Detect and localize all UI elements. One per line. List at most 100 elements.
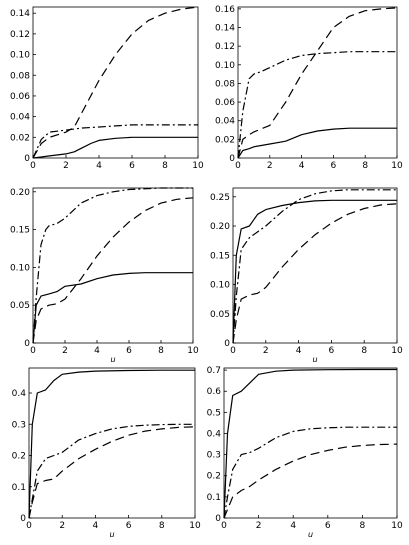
- y-tick-label: 0.2: [12, 452, 26, 462]
- plot-frame: [32, 6, 199, 159]
- y-tick-label: 0.04: [215, 117, 235, 127]
- series-line-dashdot: [223, 426, 397, 519]
- panel-2: 0 2 4 6 8 10 0 0.02 0.04 0.06 0.08 0.10 0.12 0.14 0.16: [215, 5, 403, 171]
- y-tick-label: 0.6: [207, 387, 222, 397]
- y-tick-label: 0.10: [210, 281, 230, 291]
- panel-4: 0 2 4 6 8 10 0 0.05 0.10 0.15 0.20 0.25 u: [210, 187, 403, 364]
- series-line-dashed: [32, 6, 199, 159]
- panel-5: 0 2 4 6 8 10 0 0.1 0.2 0.3 0.4 u: [12, 367, 201, 539]
- x-tick-label: 4: [94, 346, 100, 356]
- y-tick-label: 0.10: [10, 51, 30, 61]
- x-tick-label: 10: [391, 521, 403, 531]
- y-tick-label: 0.10: [215, 61, 235, 71]
- x-axis-label: u: [109, 530, 114, 539]
- x-tick-label: 8: [361, 346, 367, 356]
- y-tick-label: 0: [24, 154, 30, 164]
- x-tick-label: 4: [296, 346, 302, 356]
- x-tick-label: 8: [162, 161, 168, 171]
- series-line-dashdot: [32, 187, 193, 344]
- x-tick-label: 0: [221, 521, 227, 531]
- y-tick-label: 0: [24, 339, 30, 349]
- x-tick-label: 2: [267, 161, 273, 171]
- y-tick-label: 0.04: [10, 113, 30, 123]
- plot-frame: [223, 367, 398, 519]
- y-tick-label: 0.5: [207, 408, 221, 418]
- x-tick-label: 4: [290, 521, 296, 531]
- series-line-dashed: [223, 443, 398, 519]
- x-tick-label: 8: [362, 161, 368, 171]
- x-axis-label: u: [308, 530, 313, 539]
- x-tick-label: 2: [59, 521, 65, 531]
- y-tick-label: 0.05: [210, 310, 230, 320]
- x-tick-label: 0: [230, 346, 236, 356]
- y-tick-label: 0.10: [10, 263, 30, 273]
- x-tick-label: 4: [96, 161, 102, 171]
- series-line-dashed: [28, 426, 196, 519]
- series-line-dashdot: [232, 189, 397, 344]
- plot-frame: [232, 187, 398, 344]
- x-tick-label: 6: [325, 521, 331, 531]
- y-tick-label: 0.15: [210, 251, 230, 261]
- panel-1: 0 2 4 6 8 10 0 0.02 0.04 0.06 0.08 0.10 0.12 0.14: [10, 6, 204, 171]
- y-tick-label: 0: [215, 514, 221, 524]
- x-tick-label: 2: [62, 346, 68, 356]
- y-tick-label: 0: [224, 339, 230, 349]
- x-axis-label: u: [312, 355, 317, 364]
- x-tick-label: 0: [30, 346, 36, 356]
- y-tick-label: 0: [20, 514, 26, 524]
- panel-3: 0 2 4 6 8 10 0 0.05 0.10 0.15 0.20 u: [10, 187, 199, 364]
- x-tick-label: 4: [93, 521, 99, 531]
- y-tick-label: 0.25: [210, 193, 230, 203]
- y-tick-label: 0.1: [207, 493, 221, 503]
- y-tick-label: 0: [229, 154, 235, 164]
- y-tick-label: 0.16: [215, 5, 235, 15]
- x-tick-label: 0: [30, 161, 36, 171]
- x-tick-label: 2: [63, 161, 69, 171]
- y-tick-label: 0.15: [10, 226, 30, 236]
- y-tick-label: 0.3: [207, 451, 221, 461]
- series-line-dashed: [237, 7, 398, 159]
- series-line-solid: [232, 199, 397, 344]
- x-tick-label: 8: [159, 521, 165, 531]
- x-tick-label: 10: [391, 346, 403, 356]
- y-tick-label: 0.20: [210, 222, 230, 232]
- x-tick-label: 10: [189, 521, 201, 531]
- x-tick-label: 10: [391, 161, 403, 171]
- series-line-solid: [32, 272, 193, 344]
- x-tick-label: 2: [263, 346, 269, 356]
- x-axis-label: u: [110, 355, 115, 364]
- series-line-dashed: [232, 203, 398, 344]
- y-tick-label: 0.1: [12, 483, 26, 493]
- x-tick-label: 6: [126, 346, 132, 356]
- y-tick-label: 0.20: [10, 188, 30, 198]
- y-tick-label: 0.06: [10, 92, 30, 102]
- x-tick-label: 10: [187, 346, 199, 356]
- series-line-solid: [28, 369, 195, 519]
- y-tick-label: 0.08: [215, 79, 235, 89]
- y-tick-label: 0.14: [10, 9, 30, 19]
- y-tick-label: 0.02: [215, 135, 235, 145]
- y-tick-label: 0.02: [10, 133, 30, 143]
- x-tick-label: 8: [158, 346, 164, 356]
- x-tick-label: 4: [299, 161, 305, 171]
- y-tick-label: 0.12: [215, 42, 235, 52]
- y-tick-label: 0.4: [12, 389, 27, 399]
- x-tick-label: 6: [129, 161, 135, 171]
- panel-6: 0 2 4 6 8 10 0 0.1 0.2 0.3 0.4 0.5 0.6 0.7 u: [207, 366, 403, 539]
- series-line-solid: [223, 368, 397, 519]
- y-tick-label: 0.3: [12, 420, 26, 430]
- series-line-dashed: [32, 197, 194, 344]
- series-line-dashdot: [237, 51, 397, 159]
- plot-frame: [237, 6, 398, 159]
- series-line-dashdot: [28, 423, 195, 519]
- series-line-solid: [32, 136, 198, 159]
- series-line-dashdot: [32, 124, 198, 159]
- y-tick-label: 0.06: [215, 98, 235, 108]
- plot-frame: [32, 187, 194, 344]
- series-line-solid: [237, 127, 397, 159]
- y-tick-label: 0.08: [10, 71, 30, 81]
- y-tick-label: 0.14: [215, 24, 235, 34]
- x-tick-label: 10: [192, 161, 204, 171]
- x-tick-label: 0: [235, 161, 241, 171]
